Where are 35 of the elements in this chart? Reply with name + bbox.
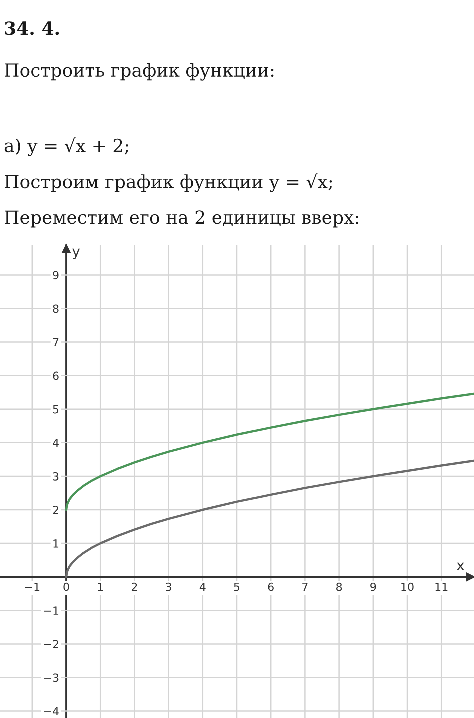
line-series (65, 392, 474, 512)
text: а) y = √x + 2; (4, 138, 128, 156)
y-tick-label: 1 (54, 540, 59, 548)
x-tick-label: 1 (98, 583, 104, 592)
x-tick-label: 5 (234, 583, 240, 592)
y-tick-label: −2 (44, 640, 58, 648)
x-tick-label: 7 (302, 583, 308, 592)
y-tick-label: 5 (53, 405, 59, 414)
y-tick-label: 2 (53, 506, 58, 514)
y-tick-label: 3 (53, 472, 59, 481)
x-tick-label: 2 (132, 582, 138, 592)
y-tick-label: −4 (44, 707, 59, 716)
y-tick-label: 8 (53, 304, 59, 314)
y-axis-title: y (72, 248, 80, 260)
x-tick-label: 9 (370, 582, 376, 592)
y-tick-label: 4 (53, 439, 59, 448)
y-tick-label: −3 (44, 674, 59, 682)
x-tick-label: 0 (64, 582, 70, 592)
x-tick-label: 4 (200, 583, 206, 592)
x-tick-label: 11 (436, 583, 448, 592)
x-tick-label: 8 (336, 582, 342, 592)
y-tick-label: 9 (53, 271, 59, 280)
chart-subtitle: Построить график функции: (4, 63, 274, 81)
y-tick-label: 6 (53, 372, 59, 380)
text: Переместим его на 2 единицы вверх: (4, 210, 358, 228)
text: Построим график функции y = √x; (4, 174, 332, 192)
x-tick-label: 3 (166, 582, 172, 592)
y-tick-label: −1 (44, 606, 59, 615)
x-tick-label: −1 (25, 583, 40, 592)
x-tick-label: 10 (402, 582, 414, 592)
x-tick-label: 6 (268, 582, 274, 592)
x-axis-title: x (457, 562, 464, 570)
y-tick-label: 7 (53, 338, 59, 347)
chart-title: 34. 4. (5, 22, 60, 36)
line-series (65, 460, 474, 578)
